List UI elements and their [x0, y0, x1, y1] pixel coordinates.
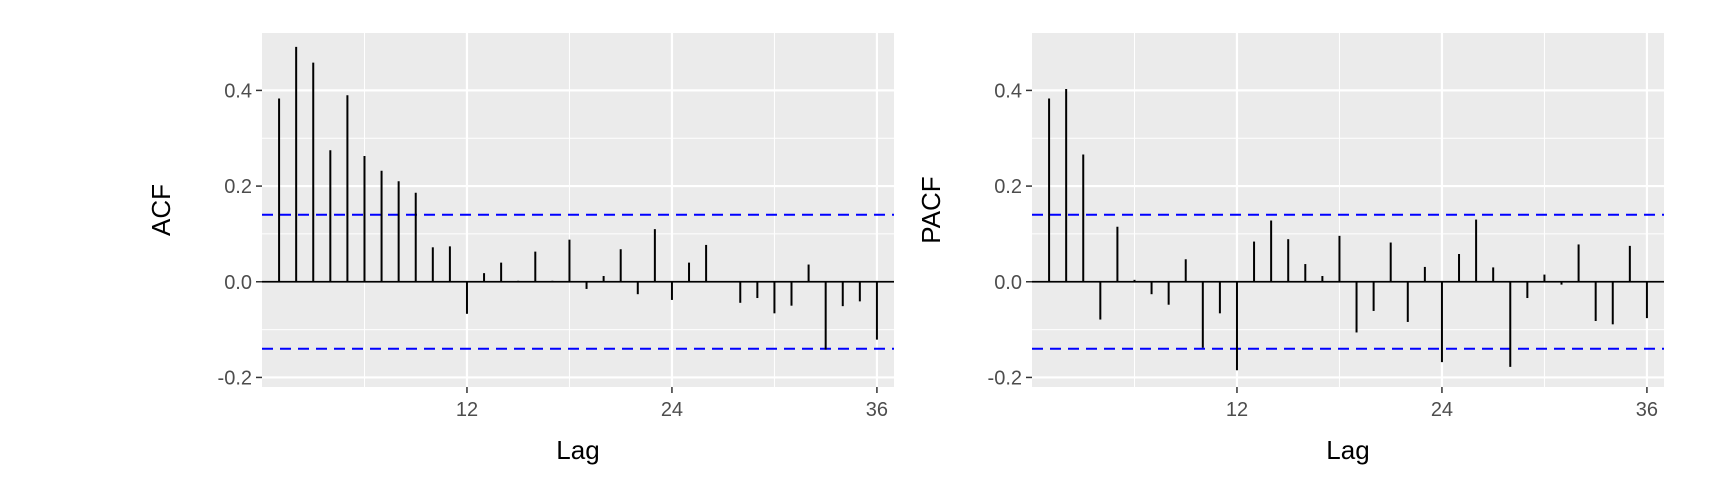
pacf-y-tick-label: 0.2: [994, 176, 1022, 198]
pacf-panel-background: [1032, 33, 1664, 387]
pacf-y-tick-label: -0.2: [988, 367, 1022, 389]
pacf-x-axis-title: Lag: [1326, 435, 1369, 465]
acf-x-axis-title: Lag: [556, 435, 599, 465]
acf-y-tick-label: 0.2: [224, 176, 252, 198]
acf-y-tick-label: -0.2: [218, 367, 252, 389]
acf-y-tick-label: 0.4: [224, 80, 252, 102]
pacf-y-tick-label: 0.0: [994, 272, 1022, 294]
pacf-x-tick-label: 12: [1226, 399, 1248, 421]
pacf-x-tick-label: 36: [1636, 399, 1658, 421]
acf-x-tick-label: 12: [456, 399, 478, 421]
pacf-panel-group: -0.2 0.0 0.2 0.4 12 24 36 Lag PACF: [916, 33, 1664, 465]
acf-panel-background: [262, 33, 894, 387]
acf-y-axis-title: ACF: [146, 184, 176, 236]
acf-panel-group: -0.2 0.0 0.2 0.4 12 24 36 Lag ACF: [146, 33, 894, 465]
pacf-y-tick-label: 0.4: [994, 80, 1022, 102]
acf-y-tick-label: 0.0: [224, 272, 252, 294]
acf-x-tick-label: 36: [866, 399, 888, 421]
pacf-y-axis-title: PACF: [916, 176, 946, 243]
pacf-x-tick-label: 24: [1431, 399, 1453, 421]
acf-x-tick-label: 24: [661, 399, 683, 421]
